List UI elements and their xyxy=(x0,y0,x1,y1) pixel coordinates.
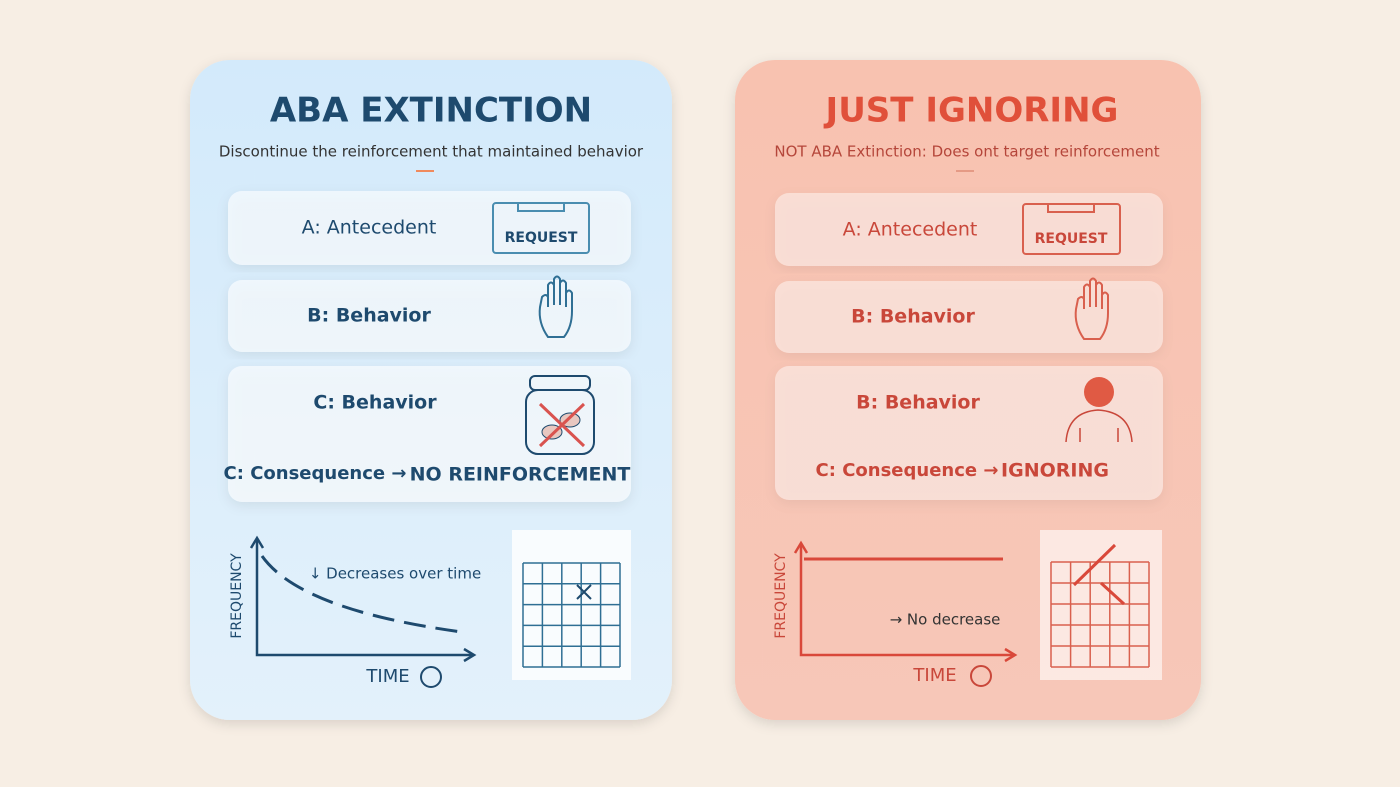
icon-text: REQUEST xyxy=(505,230,578,246)
graph-note: ↓ Decreases over time xyxy=(309,565,481,583)
graph-note: → No decrease xyxy=(890,611,1001,629)
icon-text: REQUEST xyxy=(1035,231,1108,247)
result: NO REINFORCEMENT xyxy=(410,464,631,486)
arrow-heads xyxy=(793,540,1018,663)
cross xyxy=(538,402,586,448)
row-bg xyxy=(775,366,1163,500)
icon-clip xyxy=(517,203,565,212)
axes xyxy=(255,540,472,657)
slash xyxy=(1072,543,1126,606)
graph: FREQUENCY TIME ↓ Decreases over time xyxy=(229,535,481,688)
card-subtitle: Discontinue the reinforcement that maint… xyxy=(219,143,644,161)
y-label: FREQUENCY xyxy=(229,553,245,639)
arrow-heads xyxy=(249,535,477,663)
jar-icon xyxy=(525,375,595,455)
person-icon xyxy=(1065,377,1133,443)
shoulders xyxy=(1065,409,1133,443)
x-label: TIME xyxy=(365,666,409,687)
icon-frame xyxy=(1022,203,1121,255)
y-label: FREQUENCY xyxy=(773,553,789,639)
hand-icon xyxy=(1074,277,1109,340)
row-bg xyxy=(228,366,631,502)
row-label: A: Antecedent xyxy=(302,217,437,239)
curve xyxy=(260,555,463,634)
row-label: B: Behavior xyxy=(851,306,975,328)
card-subtitle: NOT ABA Extinction: Does ont target rein… xyxy=(774,143,1159,161)
graph: FREQUENCY TIME → No decrease xyxy=(773,540,1018,687)
consequence: C: Consequence → xyxy=(816,460,999,481)
calendar-icon xyxy=(1040,530,1162,680)
request-icon xyxy=(1022,203,1121,255)
card-title: ABA EXTINCTION xyxy=(270,91,592,131)
card: JUST IGNORING NOT ABA Extinction: Does o… xyxy=(735,60,1201,720)
head xyxy=(1084,377,1114,407)
axes xyxy=(799,545,1013,657)
row-label: B: Behavior xyxy=(856,392,980,414)
card: ABA EXTINCTION Discontinue the reinforce… xyxy=(190,60,672,720)
calendar-grid xyxy=(1050,561,1150,668)
row-label: A: Antecedent xyxy=(843,219,978,241)
row-bg xyxy=(228,280,631,352)
clock-icon xyxy=(420,666,442,688)
result: IGNORING xyxy=(1001,460,1109,482)
calendar-grid xyxy=(522,562,621,668)
icon-frame xyxy=(492,202,590,254)
icon-clip xyxy=(1047,204,1095,213)
hand-icon xyxy=(538,275,573,338)
clock-icon xyxy=(970,665,992,687)
calendar-bg xyxy=(1040,530,1162,680)
consequence: C: Consequence → xyxy=(224,463,407,484)
cross xyxy=(576,584,592,600)
request-icon xyxy=(492,202,590,254)
row-label: C: Behavior xyxy=(313,392,437,414)
row-bg xyxy=(775,281,1163,353)
x-label: TIME xyxy=(912,665,956,686)
jar-body xyxy=(525,389,595,455)
card-title: JUST IGNORING xyxy=(824,91,1119,131)
row-label: B: Behavior xyxy=(307,305,431,327)
row-bg xyxy=(228,191,631,265)
calendar-icon xyxy=(512,530,631,680)
